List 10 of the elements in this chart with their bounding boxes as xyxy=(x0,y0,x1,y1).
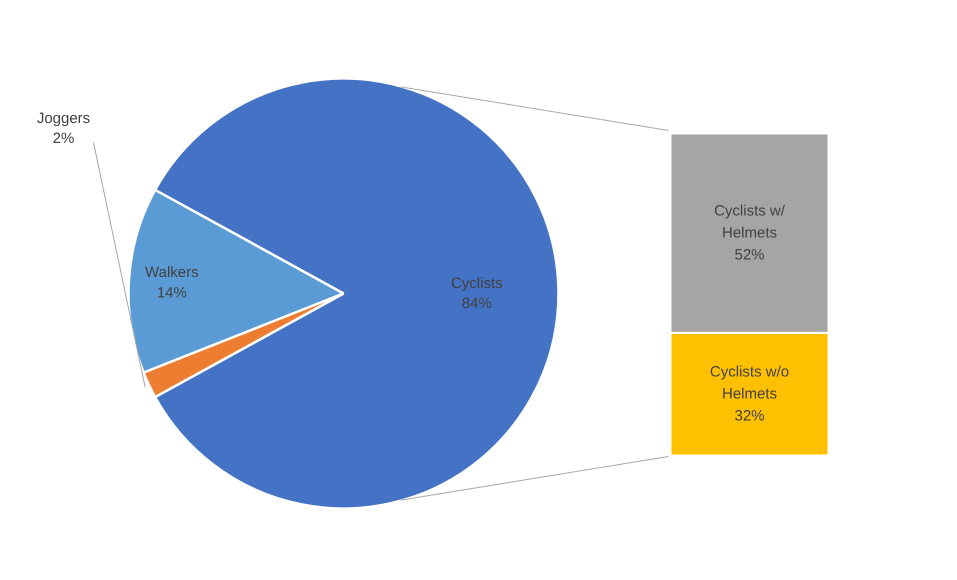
slice-label: Cyclists xyxy=(450,274,503,292)
data-label: 14% xyxy=(156,284,187,302)
data-label: 32% xyxy=(734,408,765,425)
series-label: Cyclists w/o Helmets xyxy=(710,364,790,403)
data-label: 84% xyxy=(462,295,492,312)
data-label: 2% xyxy=(52,130,74,148)
data-label: 52% xyxy=(734,246,765,264)
slice-label: Joggers xyxy=(36,110,90,127)
slice-label: Walkers xyxy=(145,264,199,281)
series-label: Cyclists w/ Helmets xyxy=(714,202,786,242)
